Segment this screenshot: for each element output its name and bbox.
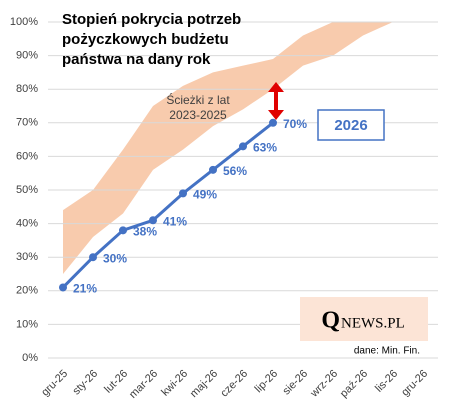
- y-tick-label: 10%: [16, 318, 38, 330]
- y-tick-label: 80%: [16, 83, 38, 95]
- x-tick-label: cze-26: [218, 368, 250, 400]
- point: [239, 142, 247, 151]
- x-tick-label: paź-26: [338, 368, 370, 400]
- source-note: dane: Min. Fin.: [354, 346, 420, 357]
- x-tick-label: gru-25: [39, 368, 70, 399]
- y-tick-label: 20%: [16, 285, 38, 297]
- x-tick-label: sie-26: [280, 368, 310, 398]
- y-tick-label: 70%: [16, 117, 38, 129]
- point: [149, 216, 157, 225]
- y-tick-label: 30%: [16, 251, 38, 263]
- logo-box: [300, 297, 428, 341]
- year-label: 2026: [334, 117, 367, 134]
- band-annotation: 2023-2025: [169, 108, 227, 122]
- y-tick-label: 0%: [22, 352, 38, 364]
- range-band: [63, 22, 393, 274]
- chart-title: pożyczkowych budżetu: [62, 31, 229, 48]
- data-label: 30%: [103, 251, 127, 265]
- chart-title: Stopień pokrycia potrzeb: [62, 11, 241, 28]
- logo-text: NEWS.PL: [341, 315, 405, 331]
- point: [269, 118, 277, 127]
- x-tick-label: mar-26: [127, 368, 160, 401]
- point: [119, 226, 127, 235]
- x-tick-label: lut-26: [102, 368, 130, 396]
- x-tick-label: lip-26: [253, 368, 281, 396]
- data-label: 70%: [283, 117, 307, 131]
- point: [179, 189, 187, 198]
- chart-title: państwa na dany rok: [62, 51, 211, 68]
- y-tick-label: 60%: [16, 150, 38, 162]
- x-tick-label: maj-26: [188, 368, 220, 400]
- point: [59, 283, 67, 292]
- line: [61, 121, 274, 289]
- data-label: 21%: [73, 282, 97, 296]
- x-tick-label: wrz-26: [308, 368, 341, 401]
- y-tick-label: 100%: [10, 16, 38, 28]
- point: [89, 253, 97, 262]
- data-label: 56%: [223, 164, 247, 178]
- x-tick-label: gru-26: [399, 368, 430, 399]
- data-label: 63%: [253, 140, 277, 154]
- logo-initial: Q: [321, 308, 340, 334]
- red-arrow: [268, 82, 284, 120]
- point: [209, 165, 217, 174]
- band-annotation: Ścieżki z lat: [166, 92, 230, 107]
- y-tick-label: 90%: [16, 50, 38, 62]
- year-box: [317, 109, 385, 141]
- x-tick-label: lis-26: [373, 368, 400, 395]
- data-label: 41%: [163, 214, 187, 228]
- data-label: 49%: [193, 188, 217, 202]
- data-label: 38%: [133, 224, 157, 238]
- y-tick-label: 50%: [16, 184, 38, 196]
- x-tick-label: kwi-26: [159, 368, 190, 399]
- band-layer: [63, 22, 393, 274]
- x-tick-label: sty-26: [70, 368, 100, 398]
- y-tick-label: 40%: [16, 218, 38, 230]
